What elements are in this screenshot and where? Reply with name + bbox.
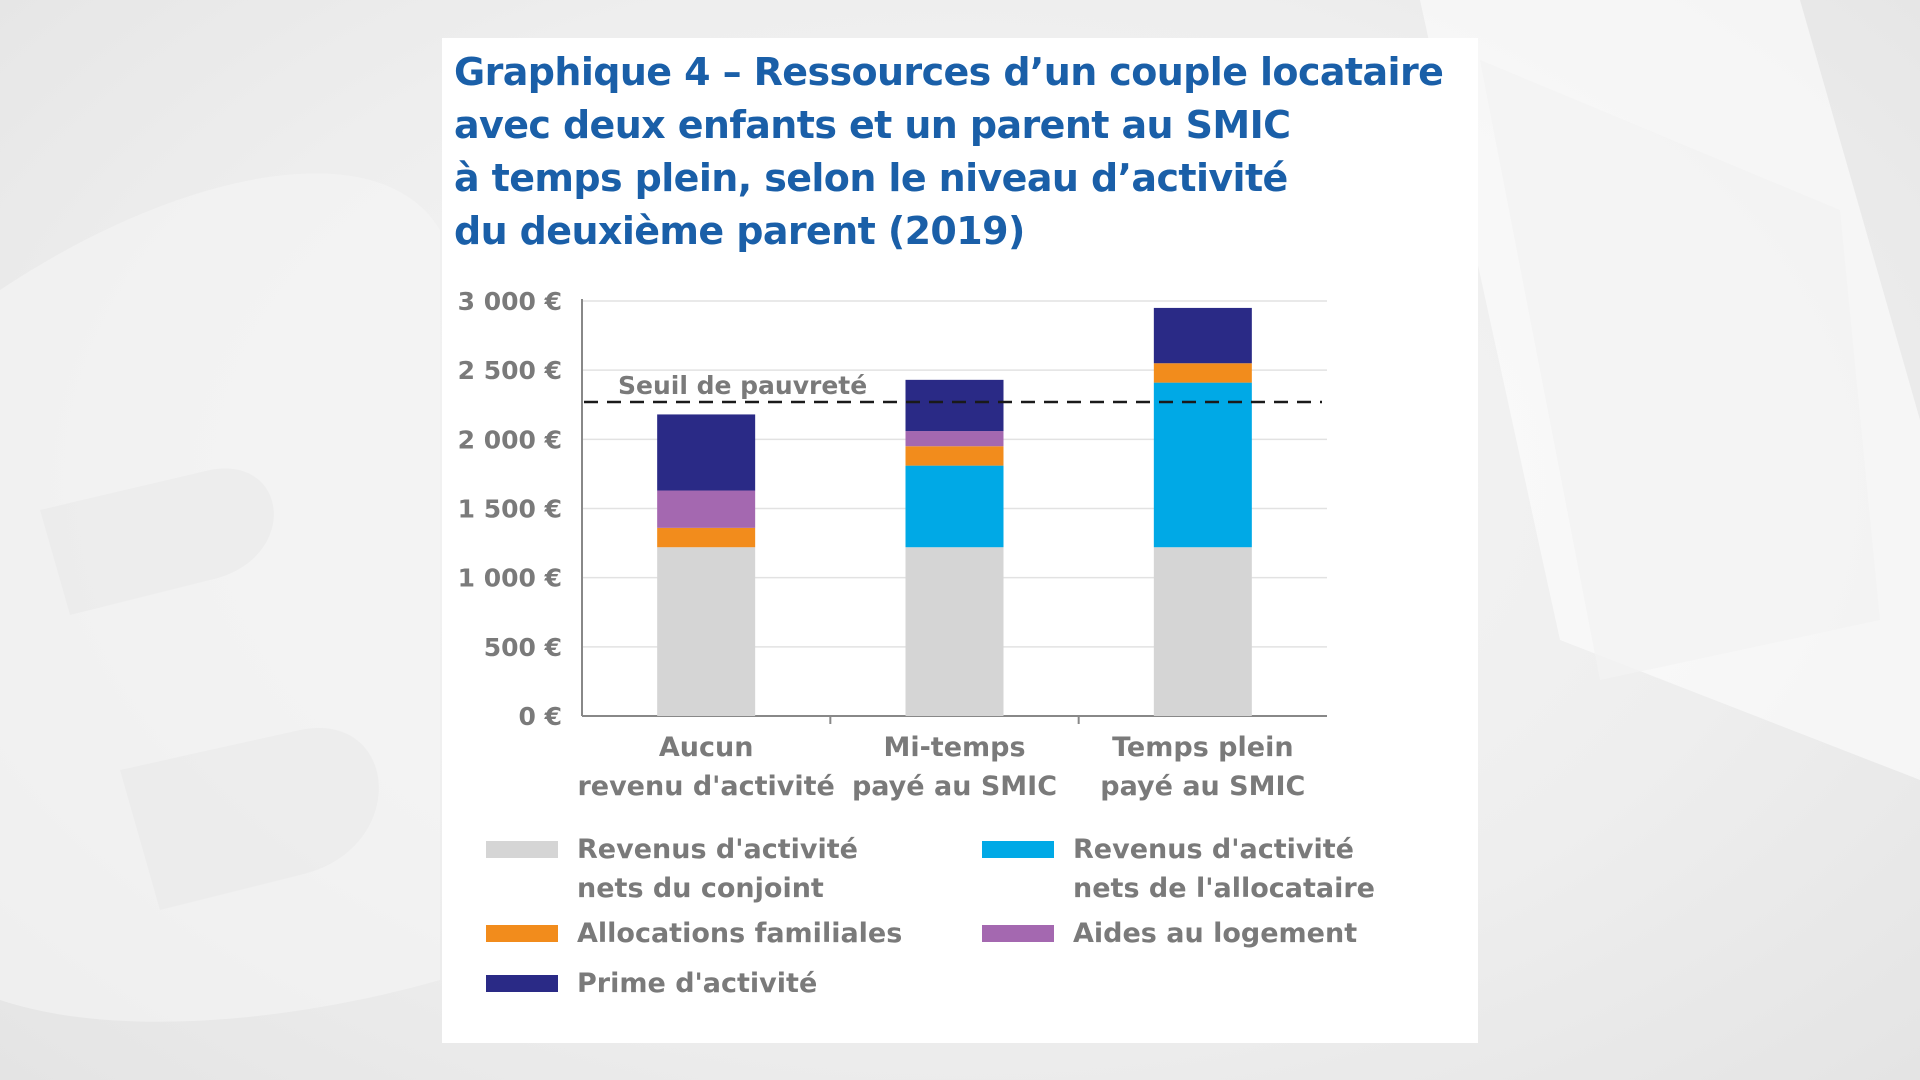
legend-item: Aides au logement bbox=[982, 914, 1403, 953]
bar-segment-3-5 bbox=[1153, 307, 1252, 364]
stacked-bar-chart: 0 € 500 € 1 000 € 1 500 € 2 000 € 2 500 € 3 00… bbox=[458, 287, 1327, 802]
bar-segment-2-5 bbox=[905, 379, 1004, 432]
bar-segment-1-1 bbox=[657, 547, 756, 716]
bar-segment-1-3 bbox=[657, 527, 756, 548]
legend-label: Prime d'activité bbox=[577, 968, 818, 999]
y-tick-label: 1 500 € bbox=[458, 495, 562, 524]
legend-label: Allocations familiales bbox=[577, 918, 903, 949]
bar-segment-1-5 bbox=[657, 414, 756, 491]
y-tick-label: 1 000 € bbox=[458, 564, 562, 593]
legend-item: Allocations familiales bbox=[486, 914, 907, 953]
x-tick-label: payé au SMIC bbox=[852, 771, 1057, 802]
chart-card: Graphique 4 – Ressources d’un couple loc… bbox=[442, 38, 1478, 1043]
x-tick-label: Aucun bbox=[659, 732, 754, 763]
legend-swatch bbox=[486, 925, 558, 942]
bar-segment-1-4 bbox=[657, 490, 756, 528]
title-line-4: du deuxième parent (2019) bbox=[454, 209, 1025, 253]
y-tick-label: 2 000 € bbox=[458, 425, 562, 454]
title-line-2: avec deux enfants et un parent au SMIC bbox=[454, 103, 1291, 147]
bar-segment-2-3 bbox=[905, 446, 1004, 466]
poverty-threshold-label: Seuil de pauvreté bbox=[618, 371, 867, 400]
bar-segment-3-2 bbox=[1153, 382, 1252, 548]
y-tick-label: 0 € bbox=[519, 702, 563, 731]
y-tick-label: 3 000 € bbox=[458, 287, 562, 316]
x-tick-label: Temps plein bbox=[1112, 732, 1293, 763]
chart-title: Graphique 4 – Ressources d’un couple loc… bbox=[454, 46, 1464, 258]
bar-segment-2-4 bbox=[905, 431, 1004, 447]
x-tick-label: Mi-temps bbox=[883, 732, 1025, 763]
legend-swatch bbox=[486, 975, 558, 992]
y-tick-label: 2 500 € bbox=[458, 356, 562, 385]
bar-segment-2-1 bbox=[905, 547, 1004, 716]
x-tick-label: revenu d'activité bbox=[577, 771, 834, 802]
bar-segment-3-1 bbox=[1153, 547, 1252, 716]
y-tick-label: 500 € bbox=[484, 633, 562, 662]
bar-segment-3-3 bbox=[1153, 363, 1252, 383]
legend-swatch bbox=[982, 925, 1054, 942]
legend-item: Prime d'activité bbox=[486, 964, 907, 1003]
legend-label: Aides au logement bbox=[1073, 918, 1358, 949]
x-tick-label: payé au SMIC bbox=[1100, 771, 1305, 802]
title-line-1: Graphique 4 – Ressources d’un couple loc… bbox=[454, 50, 1444, 94]
title-line-3: à temps plein, selon le niveau d’activit… bbox=[454, 156, 1288, 200]
bar-segment-2-2 bbox=[905, 465, 1004, 548]
